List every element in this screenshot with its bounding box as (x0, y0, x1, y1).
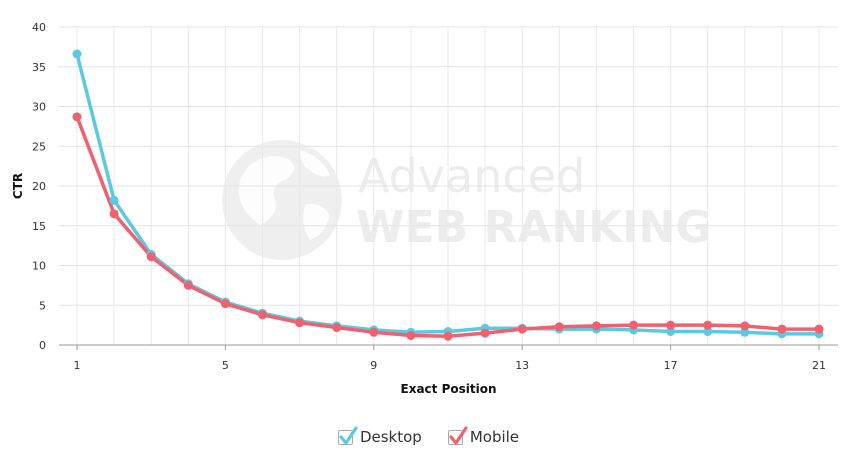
data-point-mobile[interactable] (146, 252, 156, 262)
series-layer (72, 49, 824, 341)
watermark-line2: WEB RANKING (356, 202, 712, 253)
data-point-mobile[interactable] (554, 322, 564, 332)
watermark-line1: Advanced (358, 149, 585, 203)
data-point-mobile[interactable] (72, 112, 82, 122)
data-point-mobile[interactable] (591, 321, 601, 331)
data-point-desktop[interactable] (703, 326, 713, 336)
data-point-mobile[interactable] (258, 310, 267, 320)
data-point-mobile[interactable] (777, 324, 787, 334)
grid (59, 26, 838, 345)
y-tick-label: 35 (32, 61, 46, 74)
checkbox-checked-icon[interactable] (337, 425, 358, 445)
data-point-desktop[interactable] (740, 327, 750, 337)
data-point-mobile[interactable] (629, 320, 638, 330)
data-point-mobile[interactable] (703, 320, 713, 330)
legend-item-mobile[interactable]: Mobile (447, 425, 520, 446)
checkbox-checked-icon[interactable] (447, 425, 468, 445)
legend-label-mobile: Mobile (469, 428, 520, 446)
data-point-mobile[interactable] (443, 331, 453, 341)
data-point-mobile[interactable] (369, 327, 379, 337)
y-tick-label: 0 (39, 339, 46, 352)
x-tick-label: 21 (812, 359, 826, 372)
data-point-mobile[interactable] (183, 280, 193, 290)
x-tick-label: 17 (664, 359, 678, 372)
y-tick-label: 30 (32, 101, 46, 114)
x-axis-title: Exact Position (401, 382, 497, 396)
data-point-mobile[interactable] (740, 321, 750, 331)
data-point-desktop[interactable] (109, 195, 119, 205)
data-point-mobile[interactable] (480, 328, 490, 338)
legend-item-desktop[interactable]: Desktop (337, 425, 422, 446)
data-point-mobile[interactable] (517, 324, 527, 334)
y-tick-label: 10 (32, 260, 46, 273)
data-point-mobile[interactable] (814, 324, 824, 334)
y-tick-label: 25 (32, 140, 46, 153)
data-point-mobile[interactable] (220, 299, 230, 309)
x-tick-label: 9 (370, 359, 377, 372)
legend: Desktop Mobile (0, 425, 857, 446)
data-point-mobile[interactable] (666, 320, 676, 330)
y-tick-label: 20 (32, 180, 46, 193)
x-tick-label: 5 (222, 359, 229, 372)
x-tick-label: 1 (74, 359, 81, 372)
data-point-mobile[interactable] (109, 209, 119, 219)
data-point-mobile[interactable] (332, 323, 342, 333)
y-tick-label: 40 (32, 21, 46, 34)
legend-label-desktop: Desktop (359, 428, 422, 446)
data-point-mobile[interactable] (295, 318, 305, 328)
y-tick-label: 5 (39, 299, 46, 312)
y-axis-title: CTR (11, 173, 25, 199)
y-tick-label: 15 (32, 220, 46, 233)
data-point-mobile[interactable] (406, 330, 416, 340)
data-point-desktop[interactable] (666, 326, 676, 336)
watermark: Advanced WEB RANKING (222, 140, 712, 260)
data-point-desktop[interactable] (72, 49, 82, 59)
x-tick-label: 13 (515, 359, 529, 372)
globe-icon (222, 140, 342, 260)
